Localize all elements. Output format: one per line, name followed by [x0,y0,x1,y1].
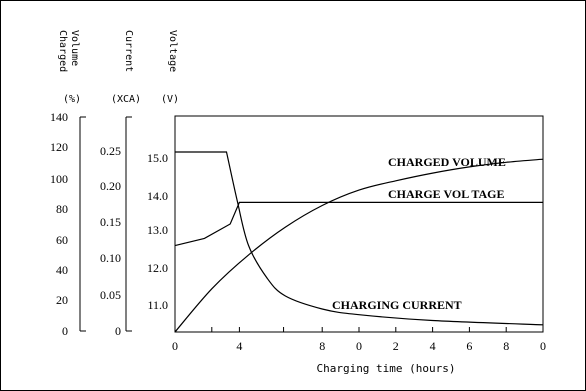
y-axis-unit: (V) [161,94,179,105]
y-tick-label: 40 [56,263,68,277]
label-charging-current: CHARGING CURRENT [332,298,462,312]
x-tick-label: 6 [466,339,472,353]
y-axis-title: Voltage [167,30,178,72]
series-line-charge-vol-tage [174,201,543,247]
y-tick-label: 60 [56,233,68,247]
x-tick-label: 8 [503,339,509,353]
y-tick-label: 0 [115,324,121,338]
x-tick-label: 0 [540,339,546,353]
y-tick-label: 0.25 [100,144,121,158]
labels: CHARGED VOLUME CHARGE VOL TAGE CHARGING … [316,155,505,375]
series [174,151,544,333]
y-tick-label: 20 [56,293,68,307]
series-line-charging-current [175,151,544,326]
y-axis-title: Charged [57,30,68,72]
label-charge-voltage: CHARGE VOL TAGE [388,187,504,201]
x-tick-label: 2 [393,339,399,353]
y-tick-label: 0.10 [100,251,121,265]
y-tick-label: 14.0 [147,189,168,203]
x-tick-label: 0 [356,339,362,353]
x-tick-label: 0 [172,339,178,353]
y-tick-label: 0 [62,324,68,338]
x-tick-label: 8 [319,339,325,353]
x-tick-label: 4 [430,339,436,353]
x-tick-label: 4 [236,339,242,353]
y-tick-label: 0.20 [100,179,121,193]
y-tick-label: 12.0 [147,261,168,275]
y-axis-unit: (XCA) [111,94,141,105]
y-axis-title: Current [123,30,134,72]
y-tick-label: 11.0 [147,298,168,312]
x-axis-label: Charging time (hours) [316,362,455,375]
y-axis-unit: (%) [63,94,81,105]
y-tick-label: 80 [56,202,68,216]
label-charged-volume: CHARGED VOLUME [388,155,506,169]
y-tick-label: 0.15 [100,215,121,229]
series-line-charged-volume [174,158,544,333]
y-tick-label: 120 [50,140,68,154]
y-tick-label: 15.0 [147,151,168,165]
y-tick-label: 140 [50,110,68,124]
y-tick-label: 13.0 [147,223,168,237]
y-tick-label: 100 [50,172,68,186]
y-tick-label: 0.05 [100,288,121,302]
y-axis-title: Volume [69,30,80,66]
